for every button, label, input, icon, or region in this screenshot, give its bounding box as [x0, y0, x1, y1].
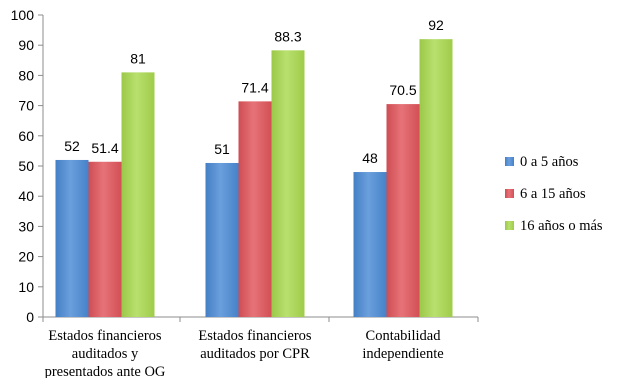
x-axis [42, 316, 479, 322]
y-tick-label: 90 [18, 37, 34, 53]
legend-label: 0 a 5 años [520, 154, 579, 170]
bar [386, 104, 420, 317]
data-label: 51 [214, 141, 230, 157]
data-label: 51.4 [91, 140, 118, 156]
data-label: 52 [64, 138, 80, 154]
y-tick-label: 50 [18, 158, 34, 174]
data-label: 92 [428, 17, 444, 33]
category-labels: Estados financieros auditados y presentado… [45, 328, 444, 378]
data-label: 88.3 [274, 28, 301, 44]
legend-item: 0 a 5 años [505, 154, 579, 170]
category-label: Estados financieros auditados por CPR [198, 328, 312, 362]
category-label: Estados financieros auditados y presentado… [45, 328, 166, 378]
bar [55, 159, 89, 317]
legend-swatch [505, 157, 514, 166]
y-axis: 0 10 20 30 40 50 60 70 80 90 100 [11, 7, 44, 325]
legend-label: 16 años o más [520, 218, 603, 234]
y-tick-label: 80 [18, 67, 34, 83]
data-label: 81 [130, 50, 146, 66]
category-label: Contabilidad independiente [362, 328, 443, 362]
legend-swatch [505, 189, 514, 198]
bars [55, 39, 453, 318]
data-label: 70.5 [389, 82, 416, 98]
bar [205, 162, 239, 317]
bar [88, 161, 122, 317]
y-tick-label: 30 [18, 218, 34, 234]
y-tick-label: 70 [18, 98, 34, 114]
legend: 0 a 5 años 6 a 15 años 16 años o más [505, 154, 603, 234]
y-tick-label: 10 [18, 279, 34, 295]
data-label: 71.4 [241, 79, 268, 95]
legend-item: 16 años o más [505, 218, 603, 234]
y-tick-label: 40 [18, 188, 34, 204]
bar [121, 72, 155, 317]
legend-label: 6 a 15 años [520, 186, 586, 202]
bar [419, 39, 453, 317]
legend-swatch [505, 221, 514, 230]
y-tick-label: 100 [11, 7, 35, 23]
y-tick-label: 20 [18, 249, 34, 265]
bar [353, 172, 387, 317]
y-tick-label: 60 [18, 128, 34, 144]
bar [238, 101, 272, 317]
data-labels: 52 51.4 81 51 71.4 88.3 48 70.5 92 [64, 17, 444, 166]
y-tick-label: 0 [26, 309, 34, 325]
bar [271, 50, 305, 318]
data-label: 48 [362, 150, 378, 166]
legend-item: 6 a 15 años [505, 186, 586, 202]
